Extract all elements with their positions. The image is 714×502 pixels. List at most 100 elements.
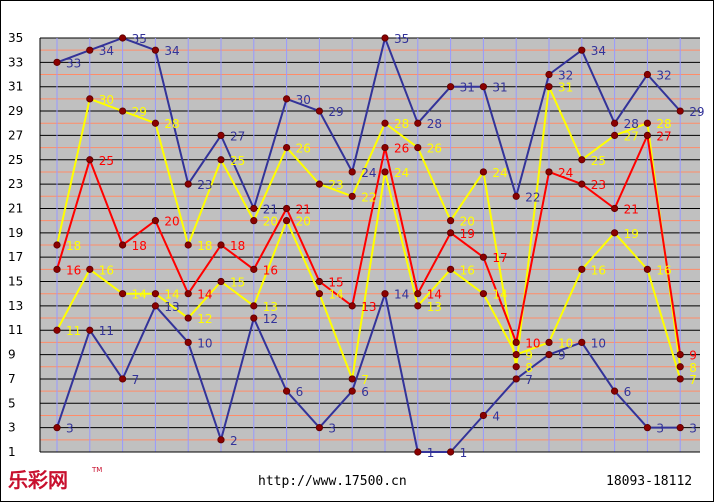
data-label: 14 (394, 288, 409, 302)
data-point (184, 180, 192, 188)
data-point (512, 192, 520, 200)
data-point (446, 83, 455, 91)
data-label: 35 (132, 32, 147, 46)
series-line (56, 85, 682, 368)
data-point (381, 143, 389, 152)
data-point (676, 107, 684, 115)
data-label: 18 (197, 239, 212, 253)
y-tick-label: 35 (8, 31, 23, 45)
data-label: 15 (328, 276, 343, 290)
logo-trademark: TM (91, 466, 102, 474)
data-label: 7 (361, 373, 369, 387)
data-label: 7 (132, 373, 140, 387)
data-label: 26 (394, 142, 409, 156)
data-point (414, 448, 422, 456)
data-label: 35 (394, 32, 409, 46)
data-label: 25 (230, 154, 245, 168)
data-label: 14 (164, 288, 179, 302)
data-label: 21 (263, 202, 278, 216)
data-label: 25 (591, 154, 606, 168)
y-tick-label: 19 (8, 226, 23, 240)
data-point (348, 375, 356, 383)
data-point (282, 95, 291, 103)
data-point (512, 375, 520, 383)
data-point (414, 143, 422, 152)
data-point (282, 217, 291, 225)
data-label: 33 (66, 56, 81, 70)
data-label: 23 (197, 178, 212, 192)
data-label: 20 (460, 215, 475, 229)
data-point (217, 131, 225, 140)
data-point (119, 241, 127, 249)
data-point (643, 119, 652, 127)
data-label: 22 (525, 190, 540, 204)
data-point (86, 265, 94, 273)
data-point (282, 143, 291, 152)
data-point (184, 314, 192, 322)
data-point (512, 338, 520, 347)
data-label: 6 (361, 385, 369, 399)
data-label: 10 (558, 336, 573, 350)
series (53, 34, 684, 456)
data-point (676, 350, 684, 359)
data-point (578, 46, 586, 54)
data-label: 18 (230, 239, 245, 253)
data-label: 29 (132, 105, 147, 119)
series-line (56, 292, 681, 453)
data-label: 28 (624, 117, 639, 131)
data-point (151, 217, 159, 225)
data-point (86, 95, 94, 103)
data-label: 27 (656, 129, 671, 143)
series-line (56, 170, 682, 380)
series-line (56, 37, 681, 210)
data-point (151, 119, 159, 127)
data-point (610, 131, 619, 140)
data-label: 3 (66, 422, 74, 436)
data-label: 31 (492, 81, 507, 95)
data-point (512, 363, 520, 371)
data-label: 13 (164, 300, 179, 314)
data-label: 26 (427, 142, 442, 156)
data-label: 9 (558, 349, 566, 363)
y-tick-label: 17 (8, 250, 23, 264)
data-label: 9 (689, 349, 697, 363)
data-label: 28 (164, 117, 179, 131)
data-point (315, 424, 323, 432)
data-point (545, 338, 553, 347)
data-point (184, 338, 192, 347)
data-point (250, 302, 258, 310)
y-tick-label: 23 (8, 177, 23, 191)
series-line (56, 134, 682, 355)
data-point (643, 70, 652, 79)
data-label: 6 (296, 385, 304, 399)
data-point (643, 424, 652, 432)
data-label: 6 (624, 385, 632, 399)
data-label: 7 (525, 373, 533, 387)
logo-text: 乐彩网 (8, 468, 68, 492)
data-label: 20 (263, 215, 278, 229)
data-point (512, 350, 520, 359)
data-label: 14 (492, 288, 507, 302)
data-label: 16 (99, 263, 114, 277)
data-label: 19 (624, 227, 639, 241)
data-label: 13 (427, 300, 442, 314)
data-point (53, 265, 61, 273)
data-point (414, 290, 422, 298)
data-point (217, 277, 225, 286)
website-url: http://www.17500.cn (258, 474, 407, 489)
data-point (315, 277, 323, 286)
y-tick-label: 27 (8, 128, 23, 142)
data-label: 23 (591, 178, 606, 192)
data-label: 13 (263, 300, 278, 314)
data-label: 34 (99, 44, 114, 58)
data-label: 11 (99, 324, 114, 338)
data-label: 28 (656, 117, 671, 131)
data-point (578, 156, 586, 164)
data-point (119, 107, 127, 115)
data-point (676, 424, 684, 432)
y-tick-label: 33 (8, 55, 23, 69)
issue-range: 18093-18112 (606, 474, 692, 489)
data-point (446, 448, 455, 456)
data-point (414, 302, 422, 310)
data-point (348, 192, 356, 200)
